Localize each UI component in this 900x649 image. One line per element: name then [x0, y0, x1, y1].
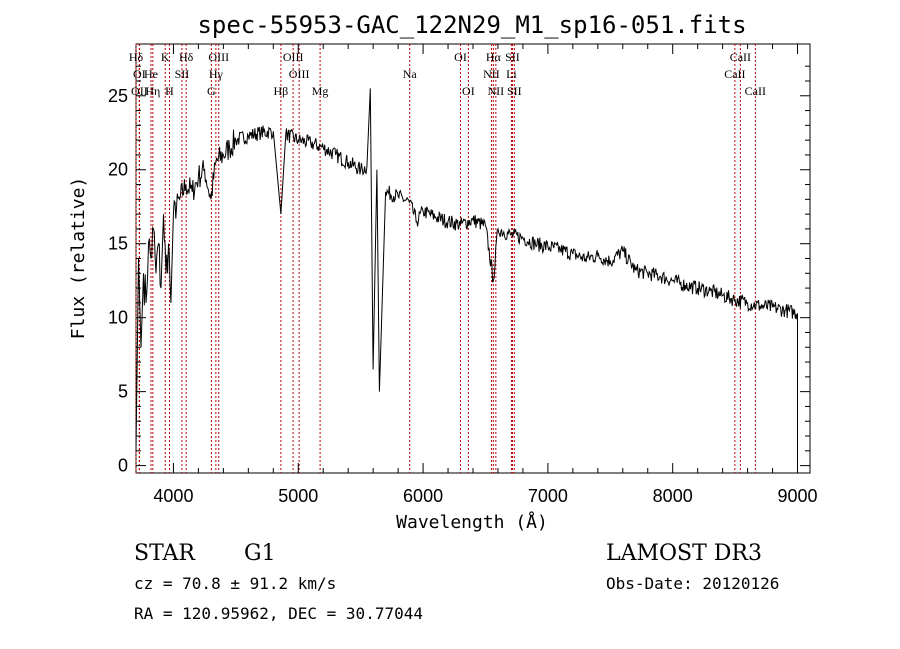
spectral-line-label: SII	[507, 84, 522, 98]
ra-dec: RA = 120.95962, DEC = 30.77044	[134, 604, 423, 623]
spectral-line-label: CaII	[745, 84, 766, 98]
x-tick-label: 4000	[153, 486, 193, 506]
spectral-line-label: Mg	[312, 84, 329, 98]
redshift-cz: cz = 70.8 ± 91.2 km/s	[134, 574, 336, 593]
flux-series-line	[135, 88, 798, 466]
y-tick-label: 25	[108, 86, 128, 106]
x-axis-label: Wavelength (Å)	[396, 511, 548, 533]
spectral-line-label: OIII	[208, 50, 229, 64]
spectral-line-label: NII	[483, 67, 500, 81]
spectral-line-label: Hη	[145, 84, 160, 98]
object-class: STAR	[134, 541, 196, 566]
x-tick-label: 7000	[528, 486, 568, 506]
spectral-line-label: SII	[175, 67, 190, 81]
spectral-line-label: H	[165, 84, 174, 98]
spectral-line-label: Hγ	[209, 67, 224, 81]
spectral-line-label: OIII	[289, 67, 310, 81]
x-tick-label: 8000	[653, 486, 693, 506]
y-axis-label: Flux (relative)	[68, 177, 89, 340]
spectral-line-label: Hδ	[129, 50, 144, 64]
spectral-line-label: Hα	[486, 50, 502, 64]
spectral-line-label: K	[161, 50, 170, 64]
spectral-line-label: OI	[454, 50, 467, 64]
spectral-line-label: OI	[133, 67, 146, 81]
x-tick-label: 9000	[777, 486, 817, 506]
observation-date: Obs-Date: 20120126	[606, 574, 779, 593]
spectral-line-label: OIII	[283, 50, 304, 64]
spectral-line-label: Na	[403, 67, 418, 81]
spectral-line-label: OII	[131, 84, 148, 98]
spectral-line-markers	[135, 44, 756, 473]
survey-name: LAMOST DR3	[606, 541, 762, 566]
y-tick-label: 15	[108, 234, 128, 254]
y-tick-label: 20	[108, 160, 128, 180]
x-tick-label: 5000	[278, 486, 318, 506]
x-tick-label: 6000	[403, 486, 443, 506]
y-tick-label: 10	[108, 308, 128, 328]
y-tick-label: 0	[118, 456, 128, 476]
chart-title: spec-55953-GAC_122N29_M1_sp16-051.fits	[197, 11, 746, 39]
spectral-line-label: Hβ	[274, 84, 289, 98]
spectral-line-label: CaII	[730, 50, 751, 64]
plot-frame	[135, 43, 811, 474]
axis-ticks: 4000 5000 6000 7000 8000 9000 0 5 10 15 20 25	[108, 44, 818, 506]
spectral-line-label: CaII	[724, 67, 745, 81]
y-tick-label: 5	[118, 382, 128, 402]
spectral-line-label: NII	[488, 84, 505, 98]
object-subclass: G1	[244, 541, 276, 566]
spectral-line-label: He	[144, 67, 158, 81]
spectral-line-label: Li	[506, 67, 517, 81]
spectral-line-label: Hδ	[179, 50, 194, 64]
spectral-line-label: SII	[505, 50, 520, 64]
spectral-line-label: OI	[462, 84, 475, 98]
spectral-line-label: G	[207, 84, 216, 98]
